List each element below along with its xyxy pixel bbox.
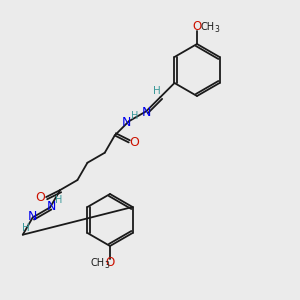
Text: CH: CH [91,258,105,268]
Text: H: H [154,86,161,96]
Text: N: N [28,210,38,223]
Text: H: H [131,111,139,121]
Text: H: H [56,195,63,206]
Text: O: O [129,136,139,149]
Text: 3: 3 [105,262,110,271]
Text: 3: 3 [214,26,219,34]
Text: CH: CH [201,22,215,32]
Text: N: N [122,116,132,129]
Text: H: H [22,223,30,233]
Text: N: N [142,106,151,119]
Text: O: O [35,190,45,204]
Text: N: N [46,200,56,213]
Text: O: O [105,256,115,269]
Text: O: O [192,20,202,34]
